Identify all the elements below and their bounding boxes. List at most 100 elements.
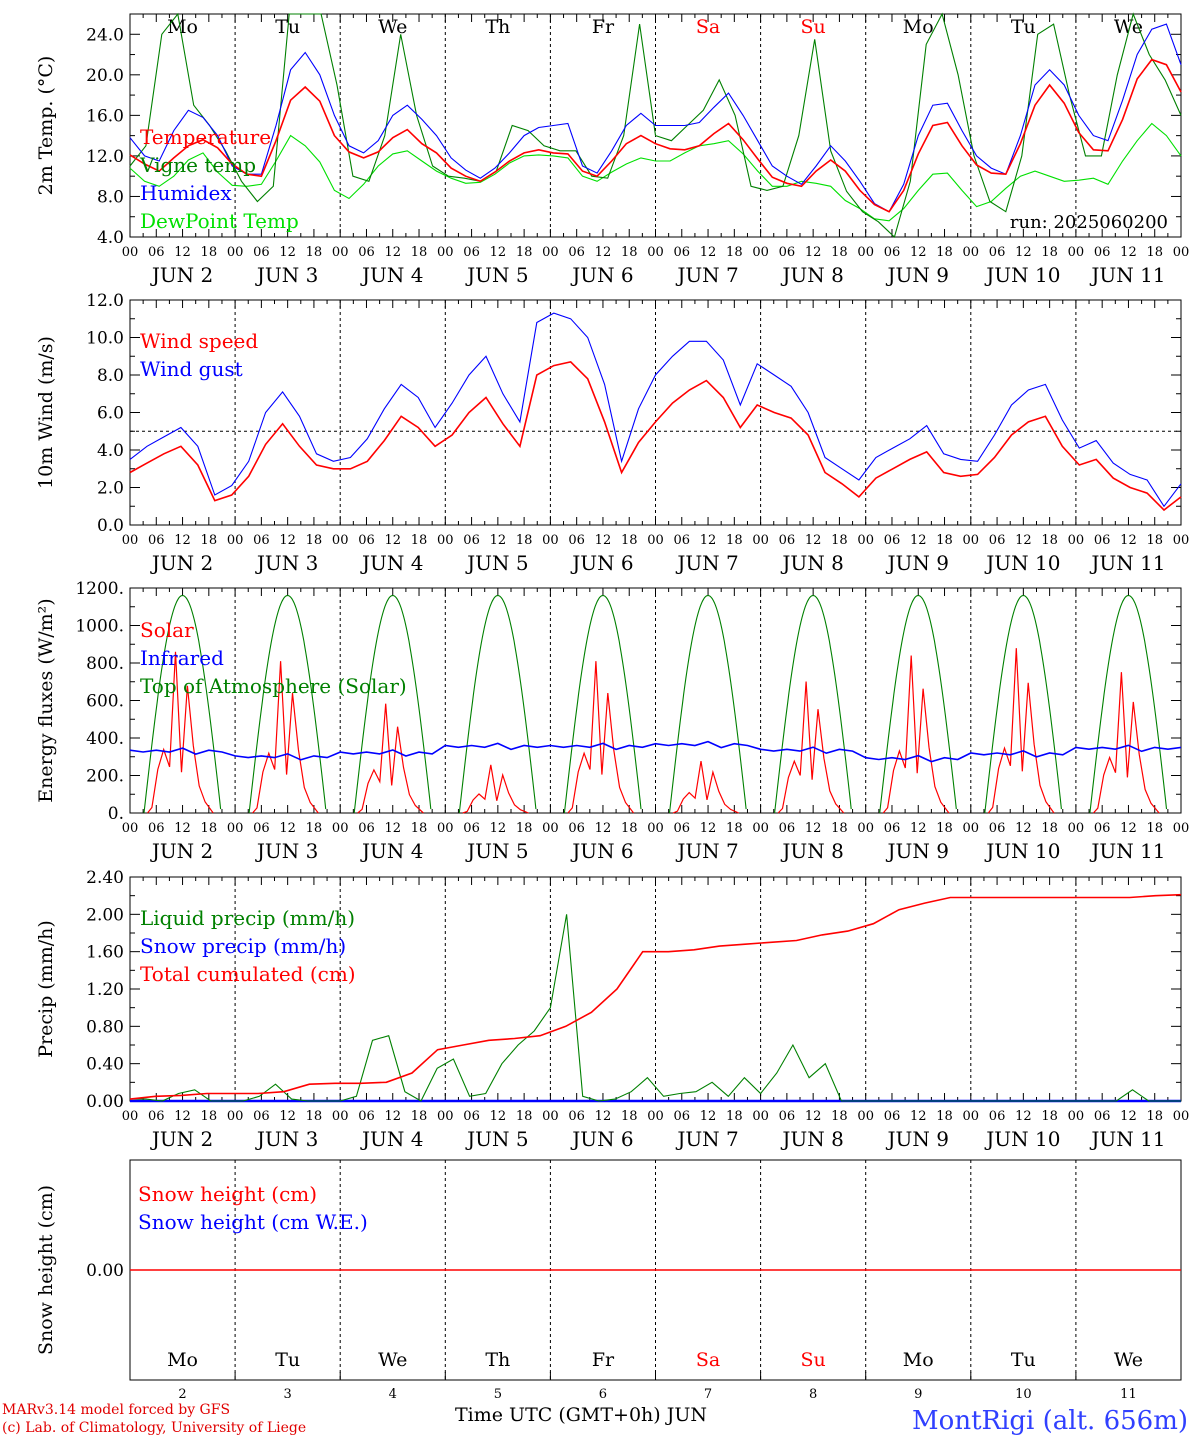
y-tick-label: 12.0: [86, 291, 124, 311]
hour-tick-label: 06: [358, 533, 375, 548]
hour-tick-label: 00: [857, 821, 874, 836]
weekday-label: Fr: [592, 16, 615, 38]
hour-tick-label: 12: [490, 821, 507, 836]
hour-tick-label: 06: [358, 245, 375, 260]
precip-legend-entry: Total cumulated (cm): [140, 962, 356, 986]
hour-tick-label: 06: [1094, 245, 1111, 260]
hour-tick-label: 00: [963, 533, 980, 548]
hour-tick-label: 00: [857, 533, 874, 548]
lab-credit: (c) Lab. of Climatology, University of L…: [2, 1420, 307, 1436]
solar-line: [252, 661, 319, 814]
y-axis-label: 2m Temp. (°C): [35, 56, 57, 196]
hour-tick-label: 06: [1094, 533, 1111, 548]
solar-line: [462, 764, 529, 814]
hour-tick-label: 18: [726, 533, 743, 548]
day-number-label: 11: [1120, 1387, 1137, 1402]
hour-tick-label: 18: [201, 533, 218, 548]
hour-tick-label: 18: [726, 1109, 743, 1124]
hour-tick-label: 06: [568, 1109, 585, 1124]
day-label: JUN 6: [570, 1127, 633, 1151]
hour-tick-label: 06: [674, 1109, 691, 1124]
hour-tick-label: 06: [463, 533, 480, 548]
hour-tick-label: 12: [1120, 533, 1137, 548]
y-tick-label: 1200.: [75, 579, 124, 599]
toa-solar-line: [1089, 594, 1168, 814]
y-tick-label: 4.0: [97, 228, 124, 248]
hour-tick-label: 00: [1068, 245, 1085, 260]
liquid-precip-line: [130, 914, 1181, 1102]
day-label: JUN 5: [465, 263, 528, 287]
hour-tick-label: 06: [884, 1109, 901, 1124]
hour-tick-label: 00: [122, 1109, 139, 1124]
hour-tick-label: 00: [752, 1109, 769, 1124]
temp-legend-entry: Vigne temp: [139, 153, 256, 177]
day-label: JUN 9: [886, 551, 949, 575]
hour-tick-label: 00: [857, 1109, 874, 1124]
y-tick-label: 0.: [108, 804, 124, 824]
hour-tick-label: 12: [595, 1109, 612, 1124]
hour-tick-label: 00: [752, 245, 769, 260]
hour-tick-label: 00: [647, 533, 664, 548]
day-label: JUN 2: [150, 551, 213, 575]
x-axis-title: Time UTC (GMT+0h) JUN: [455, 1404, 707, 1426]
hour-tick-label: 06: [358, 1109, 375, 1124]
hour-tick-label: 12: [174, 1109, 191, 1124]
hour-tick-label: 18: [411, 245, 428, 260]
hour-tick-label: 00: [332, 821, 349, 836]
toa-solar-line: [248, 594, 327, 814]
y-tick-label: 10.0: [86, 329, 124, 349]
y-tick-label: 1.20: [86, 980, 124, 1000]
hour-tick-label: 12: [910, 533, 927, 548]
day-number-label: 7: [704, 1387, 712, 1402]
solar-line: [777, 681, 845, 814]
y-tick-label: 20.0: [86, 66, 124, 86]
y-axis-label: 10m Wind (m/s): [35, 336, 57, 489]
y-tick-label: 24.0: [86, 25, 124, 45]
hour-tick-label: 06: [674, 821, 691, 836]
hour-tick-label: 06: [148, 245, 165, 260]
solar-line: [882, 655, 950, 814]
weekday-label: Tu: [275, 1349, 300, 1371]
day-number-label: 5: [494, 1387, 502, 1402]
hour-tick-label: 12: [700, 533, 717, 548]
hour-tick-label: 12: [805, 821, 822, 836]
wind-legend-entry: Wind speed: [140, 329, 258, 353]
day-label: JUN 11: [1089, 1127, 1165, 1151]
hour-tick-label: 00: [332, 533, 349, 548]
day-label: JUN 6: [570, 839, 633, 863]
y-tick-label: 16.0: [86, 106, 124, 126]
hour-tick-label: 18: [306, 821, 323, 836]
hour-tick-label: 00: [963, 245, 980, 260]
y-tick-label: 800.: [86, 654, 124, 674]
weekday-label: We: [378, 16, 407, 38]
toa-solar-line: [563, 594, 642, 814]
y-tick-label: 0.80: [86, 1017, 124, 1037]
hour-tick-label: 12: [595, 245, 612, 260]
hour-tick-label: 18: [306, 245, 323, 260]
hour-tick-label: 18: [306, 1109, 323, 1124]
hour-tick-label: 12: [700, 1109, 717, 1124]
hour-tick-label: 18: [1041, 245, 1058, 260]
day-number-label: 4: [389, 1387, 397, 1402]
y-tick-label: 200.: [86, 767, 124, 787]
run-annotation: run: 2025060200: [1010, 212, 1168, 233]
weekday-label: Tu: [1011, 16, 1036, 38]
hour-tick-label: 06: [148, 533, 165, 548]
hour-tick-label: 18: [726, 821, 743, 836]
hour-tick-label: 06: [884, 821, 901, 836]
hour-tick-label: 00: [963, 821, 980, 836]
hour-tick-label: 06: [253, 245, 270, 260]
hour-tick-label: 00: [227, 533, 244, 548]
hour-tick-label: 00: [437, 821, 454, 836]
y-axis-label: Precip (mm/h): [35, 920, 57, 1058]
energy-legend-entry: Solar: [140, 618, 194, 642]
hour-tick-label: 00: [647, 821, 664, 836]
hour-tick-label: 06: [674, 533, 691, 548]
weekday-label: We: [1114, 1349, 1143, 1371]
y-tick-label: 0.40: [86, 1055, 124, 1075]
hour-tick-label: 00: [1173, 1109, 1190, 1124]
hour-tick-label: 00: [227, 1109, 244, 1124]
hour-tick-label: 12: [910, 821, 927, 836]
snow-legend-entry: Snow height (cm W.E.): [138, 1210, 368, 1234]
hour-tick-label: 18: [831, 821, 848, 836]
